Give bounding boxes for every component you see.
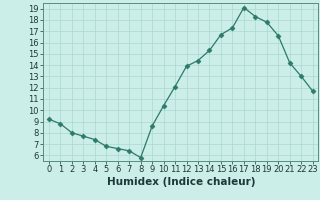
X-axis label: Humidex (Indice chaleur): Humidex (Indice chaleur): [107, 177, 255, 187]
